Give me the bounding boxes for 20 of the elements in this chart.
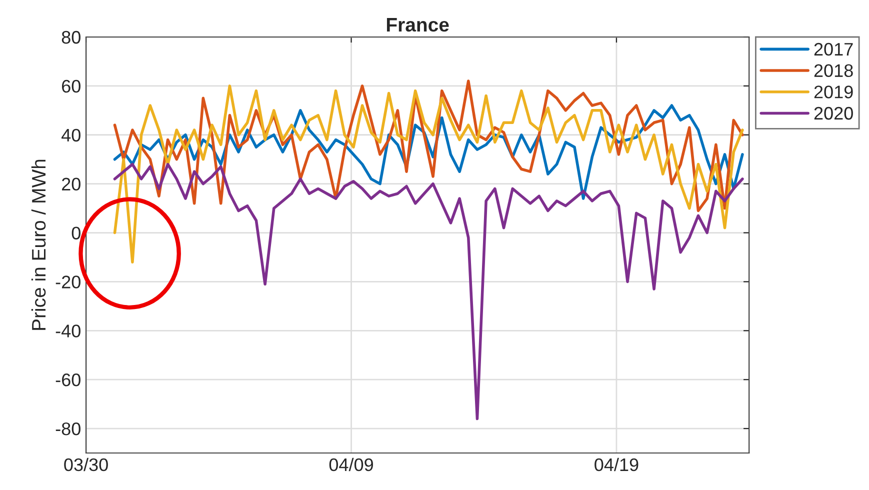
x-tick-label: 04/19 (594, 458, 638, 472)
line-series (113, 84, 744, 264)
line-series (113, 162, 744, 420)
y-tick-label: -40 (56, 324, 80, 338)
y-tick-label: -80 (56, 422, 80, 436)
y-tick-label: 60 (62, 80, 80, 93)
y-tick-label: 80 (62, 30, 80, 44)
legend-label: 2018 (814, 64, 853, 78)
y-tick-label: 40 (62, 128, 80, 142)
x-tick-label: 04/09 (329, 458, 373, 472)
y-tick-label: -20 (56, 276, 80, 288)
chart-title: France (386, 18, 449, 32)
legend-label: 2019 (814, 86, 853, 98)
y-axis-title: Price in Euro / MWh (31, 160, 46, 330)
legend-label: 2017 (814, 42, 853, 56)
x-tick-label: 03/30 (64, 458, 108, 472)
y-tick-label: 0 (72, 226, 80, 240)
legend-label: 2020 (814, 106, 853, 120)
y-tick-label: -60 (56, 374, 80, 386)
y-tick-label: 20 (62, 178, 80, 191)
